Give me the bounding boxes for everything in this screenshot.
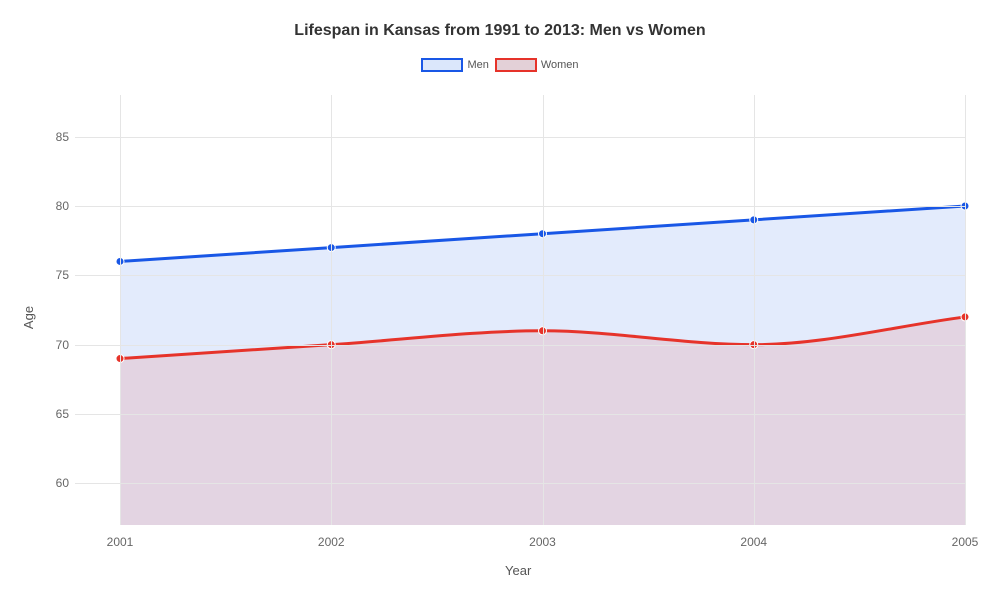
x-tick-label: 2004 xyxy=(740,535,767,549)
legend-swatch-women xyxy=(495,58,537,72)
gridline-h xyxy=(75,137,965,138)
legend-item-men[interactable]: Men xyxy=(421,58,488,72)
y-tick-label: 60 xyxy=(45,476,69,490)
gridline-v xyxy=(965,95,966,525)
y-axis-label: Age xyxy=(21,306,36,329)
y-tick-label: 85 xyxy=(45,130,69,144)
chart-container: Lifespan in Kansas from 1991 to 2013: Me… xyxy=(0,0,1000,600)
gridline-h xyxy=(75,483,965,484)
legend-item-women[interactable]: Women xyxy=(495,58,579,72)
gridline-v xyxy=(331,95,332,525)
chart-svg xyxy=(75,95,965,525)
gridline-v xyxy=(120,95,121,525)
y-tick-label: 75 xyxy=(45,268,69,282)
gridline-v xyxy=(543,95,544,525)
legend: Men Women xyxy=(0,58,1000,72)
y-tick-label: 70 xyxy=(45,338,69,352)
plot-area xyxy=(75,95,965,525)
legend-label-men: Men xyxy=(467,59,488,71)
legend-label-women: Women xyxy=(541,59,579,71)
chart-title: Lifespan in Kansas from 1991 to 2013: Me… xyxy=(0,22,1000,40)
x-tick-label: 2001 xyxy=(107,535,134,549)
gridline-v xyxy=(754,95,755,525)
gridline-h xyxy=(75,275,965,276)
x-axis-label: Year xyxy=(505,563,531,578)
x-tick-label: 2002 xyxy=(318,535,345,549)
x-tick-label: 2003 xyxy=(529,535,556,549)
y-tick-label: 80 xyxy=(45,199,69,213)
legend-swatch-men xyxy=(421,58,463,72)
gridline-h xyxy=(75,414,965,415)
x-tick-label: 2005 xyxy=(952,535,979,549)
gridline-h xyxy=(75,345,965,346)
gridline-h xyxy=(75,206,965,207)
y-tick-label: 65 xyxy=(45,407,69,421)
